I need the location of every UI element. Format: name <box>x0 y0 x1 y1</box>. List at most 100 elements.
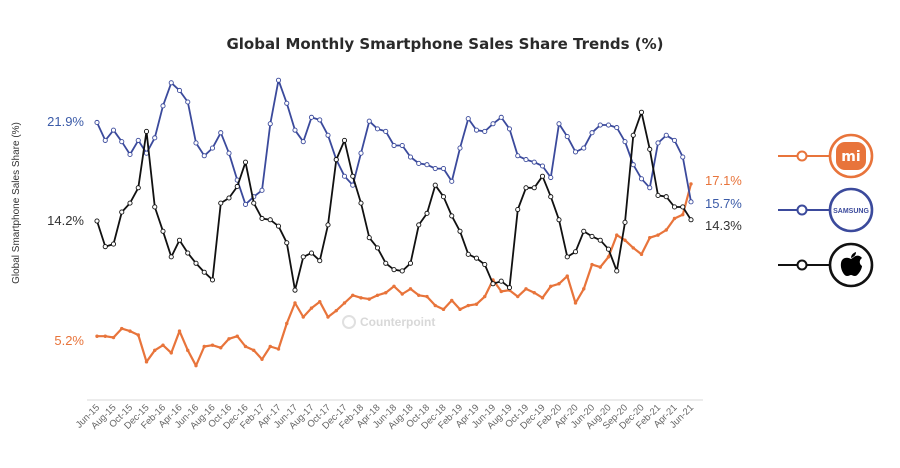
data-point-xiaomi <box>227 337 231 341</box>
data-point-xiaomi <box>136 333 140 337</box>
data-point-xiaomi <box>276 347 281 351</box>
data-point-xiaomi <box>301 315 305 319</box>
data-point-xiaomi <box>689 182 693 186</box>
value-labels: 21.9% 15.7% 14.2% 14.3% 5.2% 17.1% <box>47 114 742 348</box>
data-point-apple <box>160 228 166 234</box>
data-point-apple <box>201 269 207 275</box>
data-point-apple <box>440 194 447 200</box>
data-point-samsung <box>449 178 455 184</box>
data-point-xiaomi <box>474 302 479 306</box>
data-point-apple <box>655 192 661 198</box>
data-point-samsung <box>680 154 686 160</box>
data-point-xiaomi <box>153 348 157 353</box>
data-point-samsung <box>308 114 315 120</box>
data-point-xiaomi <box>450 298 454 303</box>
data-point-samsung <box>482 128 488 134</box>
data-point-apple <box>424 210 430 216</box>
data-point-xiaomi <box>177 329 182 333</box>
data-point-xiaomi <box>433 303 437 308</box>
data-point-xiaomi <box>664 228 668 232</box>
data-point-xiaomi <box>582 287 586 291</box>
data-point-xiaomi <box>549 284 553 289</box>
data-point-apple <box>465 251 471 257</box>
series-line-samsung <box>96 79 692 206</box>
data-point-xiaomi <box>243 344 248 349</box>
data-point-xiaomi <box>466 303 470 308</box>
data-point-apple <box>407 260 414 266</box>
data-point-apple <box>432 182 438 188</box>
data-point-samsung <box>176 87 183 94</box>
data-point-apple <box>671 204 678 210</box>
data-point-xiaomi <box>639 252 644 257</box>
data-point-apple <box>110 241 117 247</box>
data-point-samsung <box>432 166 438 172</box>
data-point-samsung <box>275 77 282 83</box>
end-value-label-samsung: 15.7% <box>705 196 742 211</box>
data-point-apple <box>218 200 224 206</box>
data-point-samsung <box>523 157 529 163</box>
data-point-samsung <box>341 173 348 179</box>
data-point-xiaomi <box>359 296 363 300</box>
data-point-xiaomi <box>95 334 99 338</box>
data-point-samsung <box>201 153 207 159</box>
data-point-apple <box>638 109 645 115</box>
series-apple <box>94 109 694 293</box>
data-point-apple <box>333 157 339 163</box>
data-point-samsung <box>168 80 174 86</box>
data-point-apple <box>498 278 504 284</box>
data-point-apple <box>490 281 496 287</box>
legend: mi SAMSUNG <box>778 133 874 288</box>
data-point-apple <box>531 185 537 191</box>
data-point-xiaomi <box>128 329 132 333</box>
data-point-samsung <box>440 166 447 172</box>
data-point-apple <box>449 213 455 219</box>
data-point-samsung <box>267 121 273 127</box>
data-point-samsung <box>556 121 562 127</box>
data-point-apple <box>391 267 397 273</box>
start-value-label-apple: 14.2% <box>47 213 84 228</box>
data-point-apple <box>292 287 298 293</box>
data-point-samsung <box>630 162 636 168</box>
data-point-apple <box>663 194 669 200</box>
data-point-samsung <box>638 176 645 182</box>
data-point-samsung <box>374 126 381 132</box>
data-point-samsung <box>300 139 306 145</box>
series-group <box>94 77 694 368</box>
y-axis-label: Global Smartphone Sales Share (%) <box>11 122 22 284</box>
data-point-apple <box>622 219 628 225</box>
data-point-apple <box>539 173 546 179</box>
data-point-samsung <box>457 145 463 151</box>
data-point-xiaomi <box>483 294 487 299</box>
data-point-samsung <box>416 160 422 166</box>
data-point-xiaomi <box>392 284 396 289</box>
data-point-apple <box>630 132 636 138</box>
data-point-xiaomi <box>590 262 594 267</box>
data-point-xiaomi <box>351 293 355 297</box>
data-point-apple <box>614 268 620 274</box>
series-line-xiaomi <box>97 183 693 367</box>
data-point-samsung <box>605 122 612 128</box>
data-point-xiaomi <box>268 344 272 349</box>
data-point-apple <box>399 268 405 274</box>
data-point-apple <box>564 254 570 260</box>
data-point-samsung <box>424 162 430 168</box>
data-point-apple <box>350 173 356 179</box>
data-point-samsung <box>152 135 158 141</box>
data-point-xiaomi <box>615 233 619 237</box>
data-point-apple <box>473 255 480 261</box>
data-point-xiaomi <box>202 344 206 349</box>
data-point-samsung <box>490 121 496 127</box>
x-axis-ticks: Jun-15Aug-15Oct-15Dec-15Feb-16Apr-16Jun-… <box>74 402 696 431</box>
data-point-apple <box>325 222 331 228</box>
data-point-samsung <box>564 134 570 140</box>
data-point-xiaomi <box>194 363 198 368</box>
data-point-samsung <box>102 137 108 143</box>
data-point-samsung <box>597 122 603 128</box>
data-point-samsung <box>259 187 265 193</box>
data-point-samsung <box>391 142 397 149</box>
data-point-xiaomi <box>235 334 239 338</box>
data-point-xiaomi <box>120 326 124 331</box>
data-point-apple <box>341 137 348 143</box>
data-point-samsung <box>581 145 587 151</box>
